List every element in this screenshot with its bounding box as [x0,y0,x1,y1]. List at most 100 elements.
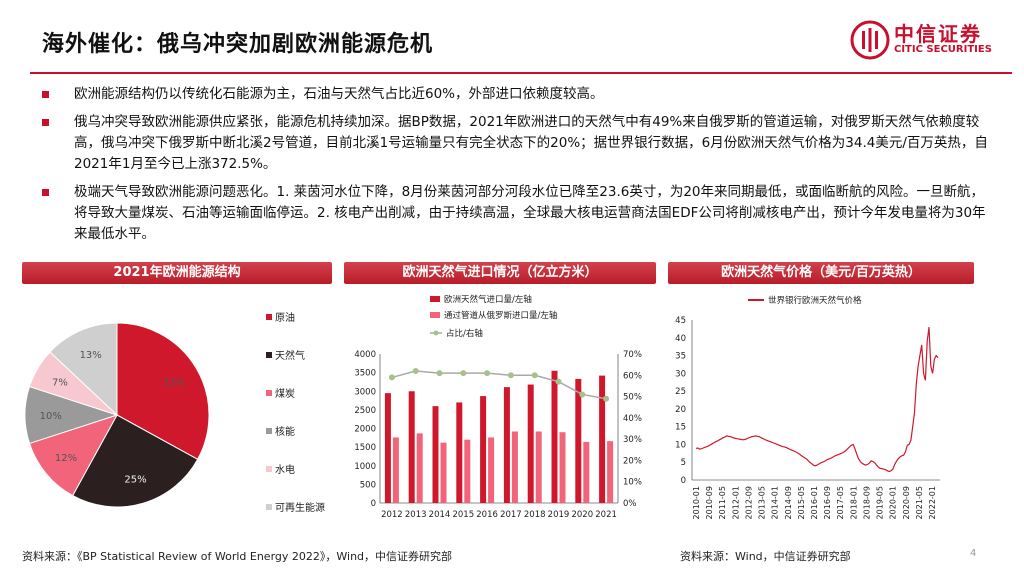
source-note-right: 资料来源：Wind，中信证券研究部 [680,550,851,563]
y-tick-right: 30% [623,435,642,445]
pie-panel-header: 2021年欧洲能源结构 [22,262,332,284]
pie-legend-label-4: 水电 [275,463,295,476]
y-tick-right: 0% [623,499,637,509]
price-line [695,327,939,473]
share-point-2021 [603,395,610,402]
pie-label-2: 12% [55,453,77,464]
bar-import-2020 [575,378,582,503]
gas-price-chart: 0 5 10 15 20 25 30 35 40 45 2010-01 2010-09 2011-05 2… [675,295,940,519]
pie-legend-label-5: 可再生能源 [275,501,325,514]
bar-import-2016 [480,396,487,503]
source-note-left: 资料来源：《BP Statistical Review of World Ene… [22,550,453,563]
x-tick: 2018-01 [849,486,858,519]
y-tick-left: 3000 [354,387,376,397]
y-tick-left: 2500 [354,406,376,416]
pie-slice-5 [49,322,118,417]
logo-name-cn: 中信证券 [894,22,982,46]
bullet-text: 欧洲能源结构仍以传统化石能源为主，石油与天然气占比近60%，外部进口依赖度较高。 [74,86,604,102]
x-tick: 2014-09 [784,486,793,519]
bar-import-2017 [503,387,510,503]
y-tick: 25 [675,387,686,397]
bar-russia-pipeline-2013 [416,433,423,503]
citic-logo: 中信证券 CITIC SECURITIES [850,18,1010,62]
bar-russia-pipeline-2012 [392,437,399,503]
pie-legend-swatch-1 [266,352,272,358]
x-tick: 2020-01 [889,486,898,519]
y-tick-left: 1000 [354,462,376,472]
x-tick: 2010-09 [705,486,714,519]
x-tick: 2014 [429,510,451,520]
x-tick: 2011-05 [718,486,727,519]
legend-marker-share [433,330,439,336]
x-tick: 2022-01 [928,486,937,519]
x-tick: 2017-05 [836,486,845,519]
x-tick: 2012 [381,510,403,520]
share-point-2015 [460,370,467,377]
pie-slice-2 [28,414,119,497]
pie-slice-1 [71,414,199,508]
bar-russia-pipeline-2019 [559,432,566,503]
legend-swatch-russia [430,312,440,318]
x-tick: 2015 [452,510,474,520]
x-tick: 2016-01 [810,486,819,519]
y-tick: 0 [681,476,686,486]
bullet-item: 俄乌冲突导致欧洲能源供应紧张，能源危机持续加深。据BP数据，2021年欧洲进口的… [42,112,992,175]
x-tick: 2013-05 [758,486,767,519]
bar-russia-pipeline-2016 [488,437,495,503]
y-tick: 15 [675,423,686,433]
x-tick: 2014-01 [771,486,780,519]
share-point-2014 [436,370,443,377]
x-tick: 2016 [476,510,498,520]
pie-slice-0 [116,322,210,461]
pie-label-0: 33% [163,377,185,388]
pie-legend-swatch-2 [266,390,272,396]
pie-legend-label-2: 煤炭 [275,387,295,400]
x-tick: 2018 [524,510,546,520]
y-tick: 35 [675,352,686,362]
bar-russia-pipeline-2021 [607,441,614,503]
logo-name-en: CITIC SECURITIES [894,44,992,55]
share-point-2019 [555,378,562,385]
y-tick-left: 3500 [354,369,376,379]
pie-label-1: 25% [124,475,146,486]
pie-legend-label-0: 原油 [275,311,295,324]
y-tick: 40 [675,334,686,344]
y-tick-right: 20% [623,456,642,466]
bullet-item: 极端天气导致欧洲能源问题恶化。1. 莱茵河水位下降，8月份莱茵河部分河段水位已降… [42,182,992,245]
legend-swatch-import [430,296,440,302]
citic-logo-icon [850,20,890,60]
y-tick-left: 4000 [354,350,376,360]
y-tick-left: 1500 [354,443,376,453]
x-tick: 2010-01 [692,486,701,519]
y-tick: 20 [675,405,686,415]
bar-import-2014 [432,406,439,503]
y-tick: 10 [675,440,686,450]
bar-russia-pipeline-2015 [464,439,471,503]
gas-import-panel-header: 欧洲天然气进口情况（亿立方米） [344,262,656,284]
bar-import-2019 [551,370,558,503]
title-divider [30,72,1012,74]
bar-import-2012 [384,393,391,503]
x-tick: 2013 [405,510,427,520]
legend-label-price: 世界银行欧洲天然气价格 [768,295,862,306]
share-point-2016 [484,370,491,377]
bar-import-2021 [599,375,606,503]
pie-legend-swatch-4 [266,466,272,472]
y-tick-right: 40% [623,414,642,424]
x-tick: 2016-09 [823,486,832,519]
y-tick-left: 0 [371,499,376,509]
pie-label-3: 10% [40,411,62,422]
x-tick: 2019-05 [876,486,885,519]
bar-russia-pipeline-2020 [583,441,590,503]
pie-legend-label-1: 天然气 [275,349,305,362]
share-line [391,370,607,400]
x-tick: 2015-05 [797,486,806,519]
y-tick: 30 [675,369,686,379]
gas-price-panel-header: 欧洲天然气价格（美元/百万英热） [668,262,974,284]
share-point-2020 [579,391,586,398]
y-tick-right: 60% [623,371,642,381]
bar-import-2013 [408,391,415,503]
x-tick: 2020-09 [902,486,911,519]
gas-import-chart: 0 500 1000 1500 2000 2500 3000 3500 4000 0% 10% 20%… [354,294,642,520]
